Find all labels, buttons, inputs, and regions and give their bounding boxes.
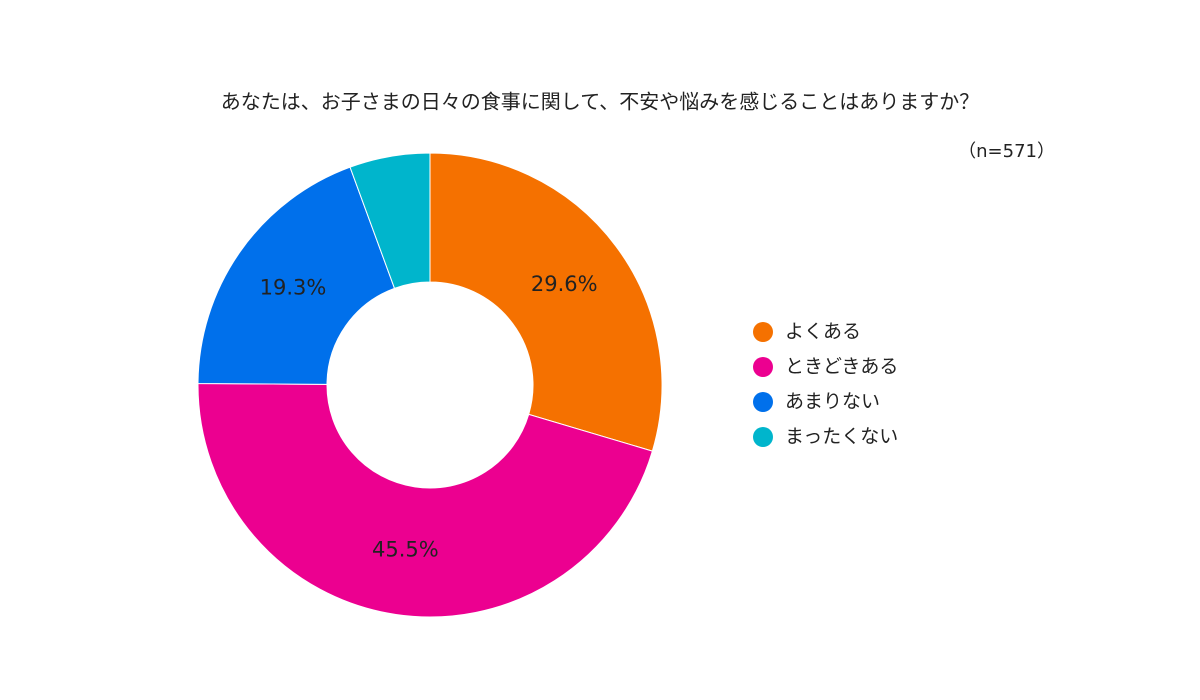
slice bbox=[197, 166, 396, 385]
chart-title: あなたは、お子さまの日々の食事に関して、不安や悩みを感じることはありますか？ bbox=[221, 90, 979, 114]
slice bbox=[349, 152, 431, 289]
data-label: 45.5% bbox=[372, 538, 439, 562]
slice bbox=[197, 383, 653, 618]
legend-swatch bbox=[753, 322, 773, 342]
legend-label: まったくない bbox=[785, 426, 898, 448]
legend-label: ときどきある bbox=[785, 356, 898, 378]
legend-swatch bbox=[753, 357, 773, 377]
data-label: 19.3% bbox=[260, 276, 327, 300]
legend-swatch bbox=[753, 392, 773, 412]
legend-label: あまりない bbox=[785, 391, 880, 413]
chart-subtitle: （n=571） bbox=[958, 141, 1055, 162]
legend-swatch bbox=[753, 427, 773, 447]
slice bbox=[429, 152, 663, 452]
legend-label: よくある bbox=[785, 321, 861, 343]
data-label: 29.6% bbox=[531, 272, 598, 296]
